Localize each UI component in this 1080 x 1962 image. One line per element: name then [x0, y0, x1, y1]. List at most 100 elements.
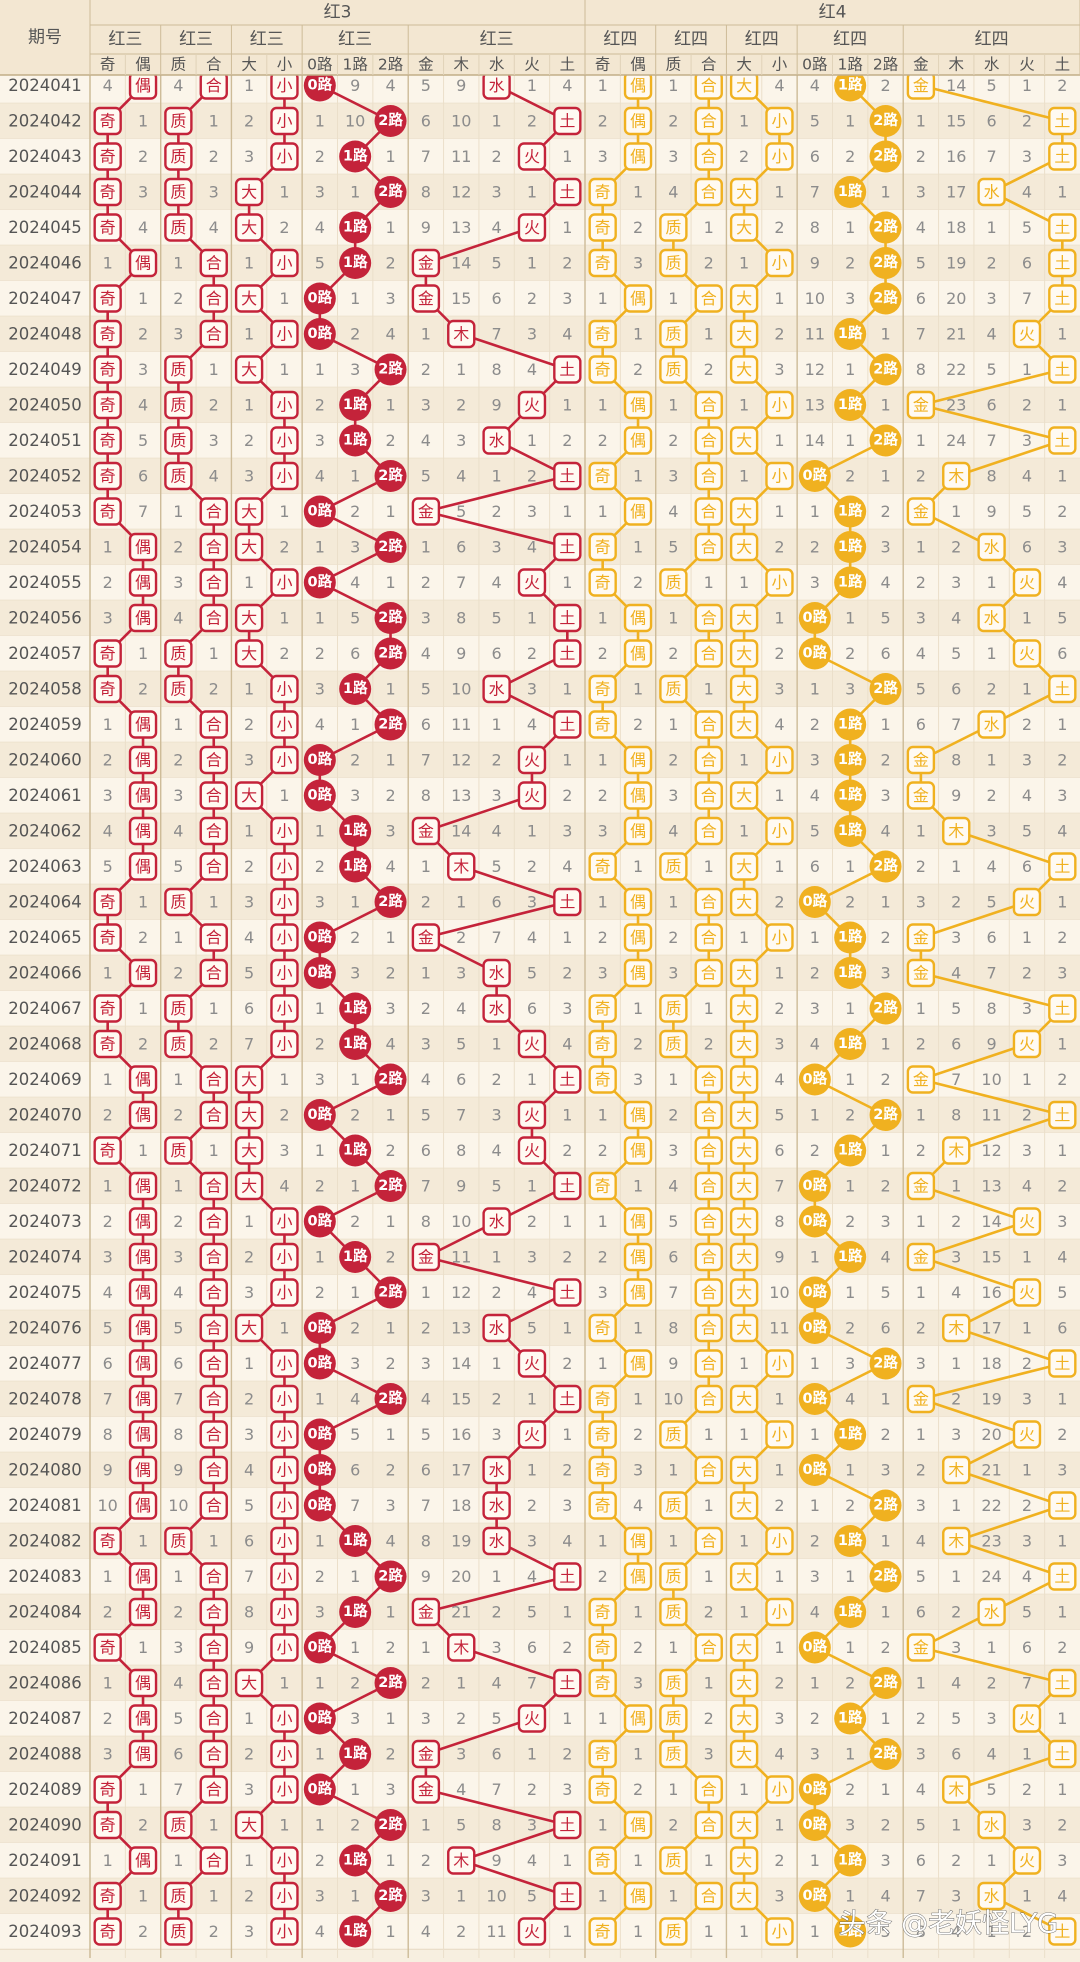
- omission-count: 3: [385, 999, 395, 1018]
- omission-count: 1: [845, 112, 855, 131]
- omission-count: 2: [385, 1141, 395, 1160]
- omission-count: 1: [350, 1887, 360, 1906]
- omission-count: 5: [315, 254, 325, 273]
- hit-label: 大: [736, 76, 752, 95]
- hit-box: [729, 319, 759, 349]
- omission-count: 1: [562, 218, 572, 237]
- issue-number: 2024083: [8, 1567, 82, 1586]
- omission-count: 1: [173, 1567, 183, 1586]
- omission-count: 1: [880, 1141, 890, 1160]
- omission-count: 2: [562, 1354, 572, 1373]
- omission-count: 1: [774, 1567, 784, 1586]
- omission-count: 3: [916, 609, 926, 628]
- omission-count: 5: [916, 254, 926, 273]
- omission-count: 1: [598, 1106, 608, 1125]
- hit-box: [411, 284, 441, 313]
- hit-label: 金: [418, 1248, 434, 1267]
- omission-count: 1: [704, 1496, 714, 1515]
- hit-box: [1012, 639, 1042, 668]
- omission-count: 1: [209, 112, 219, 131]
- hit-label: 奇: [595, 715, 611, 734]
- hit-label: 质: [665, 1745, 681, 1764]
- hit-label: 2路: [378, 715, 403, 733]
- hit-label: 奇: [595, 1851, 611, 1870]
- hit-label: 土: [1054, 1674, 1070, 1693]
- omission-count: 1: [951, 1816, 961, 1835]
- hit-label: 偶: [630, 289, 646, 308]
- hit-dot: [339, 850, 372, 883]
- hit-label: 奇: [595, 218, 611, 237]
- hit-label: 土: [559, 1816, 575, 1835]
- omission-count: 4: [350, 573, 360, 592]
- omission-count: 3: [421, 396, 431, 415]
- hit-dot: [869, 211, 902, 244]
- hit-label: 1路: [343, 857, 368, 875]
- omission-count: 5: [1022, 822, 1032, 841]
- hit-label: 质: [665, 1496, 681, 1515]
- hit-dot: [374, 886, 407, 918]
- hit-label: 合: [206, 1780, 222, 1799]
- omission-count: 3: [633, 254, 643, 273]
- omission-count: 3: [315, 431, 325, 450]
- hit-label: 合: [701, 396, 717, 415]
- omission-count: 4: [421, 431, 431, 450]
- omission-count: 1: [209, 644, 219, 663]
- omission-count: 2: [315, 396, 325, 415]
- omission-count: 2: [244, 112, 254, 131]
- hit-label: 土: [1054, 360, 1070, 379]
- omission-count: 3: [774, 680, 784, 699]
- omission-count: 2: [880, 751, 890, 770]
- omission-count: 2: [385, 1248, 395, 1267]
- hit-box: [199, 284, 228, 313]
- omission-count: 2: [1022, 715, 1032, 734]
- omission-count: 1: [527, 822, 537, 841]
- omission-count: 1: [350, 1283, 360, 1302]
- hit-label: 土: [559, 609, 575, 628]
- omission-count: 22: [981, 1496, 1001, 1515]
- omission-count: 1: [173, 1851, 183, 1870]
- hit-label: 水: [984, 715, 1000, 734]
- hit-label: 1路: [838, 1247, 863, 1265]
- omission-count: 2: [350, 1816, 360, 1835]
- issue-number: 2024047: [8, 289, 82, 308]
- section-title: 红四: [745, 30, 779, 50]
- hit-dot: [834, 1028, 867, 1060]
- hit-label: 合: [206, 715, 222, 734]
- hit-label: 偶: [135, 1070, 151, 1089]
- omission-count: 2: [527, 467, 537, 486]
- hit-label: 偶: [630, 1816, 646, 1835]
- omission-count: 1: [739, 1603, 749, 1622]
- omission-count: 6: [1057, 644, 1067, 663]
- hit-label: 土: [1054, 857, 1070, 876]
- hit-box: [93, 497, 122, 526]
- omission-count: 1: [633, 857, 643, 876]
- hit-label: 偶: [630, 502, 646, 521]
- omission-count: 2: [880, 1177, 890, 1196]
- hit-box: [729, 1171, 759, 1201]
- omission-count: 1: [598, 609, 608, 628]
- omission-count: 4: [527, 1283, 537, 1302]
- row-bg: [0, 1203, 1080, 1240]
- hit-label: 奇: [100, 1780, 116, 1799]
- omission-count: 2: [845, 1319, 855, 1338]
- omission-count: 1: [173, 502, 183, 521]
- omission-count: 1: [456, 893, 466, 912]
- column-label: 质: [666, 56, 682, 74]
- omission-count: 3: [315, 893, 325, 912]
- hit-box: [729, 1242, 759, 1272]
- hit-label: 合: [701, 289, 717, 308]
- omission-count: 3: [916, 183, 926, 202]
- omission-count: 1: [385, 1922, 395, 1941]
- omission-count: 7: [421, 1177, 431, 1196]
- hit-label: 合: [206, 538, 222, 557]
- hit-box: [765, 461, 794, 491]
- hit-dot: [834, 176, 867, 208]
- omission-count: 1: [668, 1780, 678, 1799]
- hit-label: 土: [1054, 218, 1070, 237]
- hit-label: 土: [559, 183, 575, 202]
- omission-count: 1: [880, 183, 890, 202]
- hit-box: [199, 532, 228, 562]
- omission-count: 1: [987, 573, 997, 592]
- omission-count: 7: [810, 183, 820, 202]
- hit-dot: [339, 140, 372, 173]
